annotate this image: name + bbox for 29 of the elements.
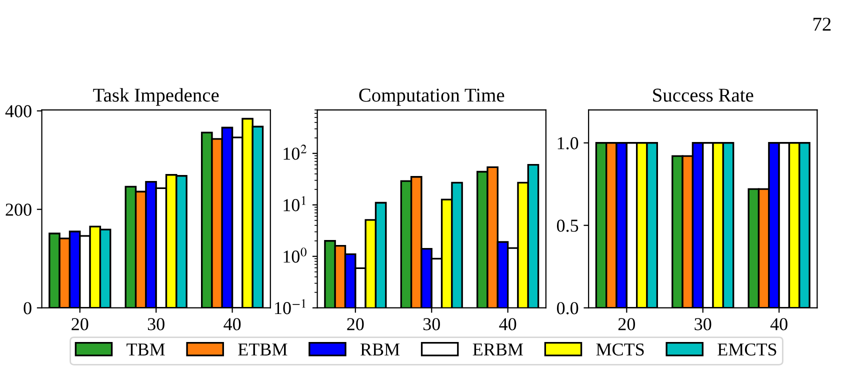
x-tick-label: 20: [618, 318, 636, 330]
y-tick-label: 10$^{2}$: [284, 144, 306, 160]
x-tick-label: 40: [770, 318, 788, 330]
y-tick-label: 1.0: [558, 137, 578, 150]
x-tick-label: 20: [347, 318, 364, 330]
legend-label: RBM: [360, 344, 400, 356]
x-tick-label: 40: [224, 318, 241, 330]
x-tick-label: 30: [423, 318, 440, 330]
y-tick-label: 400: [5, 105, 32, 118]
y-tick-label: 0.5: [556, 220, 578, 232]
y-tick-label: 10$^{−1}$: [275, 299, 306, 314]
chart-title: Success Rate: [653, 88, 754, 102]
y-tick-label: 0.0: [556, 302, 578, 314]
y-tick-label: 10$^{1}$: [284, 196, 306, 212]
x-tick-label: 30: [148, 318, 164, 330]
chart-title: Task Impedence: [93, 88, 219, 106]
legend-label: TBM: [126, 344, 165, 356]
text: 72: [814, 18, 831, 31]
y-tick-label: 0: [24, 302, 32, 314]
x-tick-label: 40: [499, 318, 516, 330]
legend-label: ETBM: [238, 344, 288, 356]
y-tick-label: 10$^{0}$: [284, 248, 306, 263]
legend-label: EMCTS: [718, 343, 776, 356]
y-tick-label: 200: [6, 204, 32, 216]
x-tick-label: 20: [72, 318, 88, 330]
legend-label: MCTS: [596, 343, 644, 356]
x-tick-label: 30: [694, 318, 712, 330]
chart-title: Computation Time: [359, 88, 504, 106]
legend-label: ERBM: [472, 344, 523, 356]
